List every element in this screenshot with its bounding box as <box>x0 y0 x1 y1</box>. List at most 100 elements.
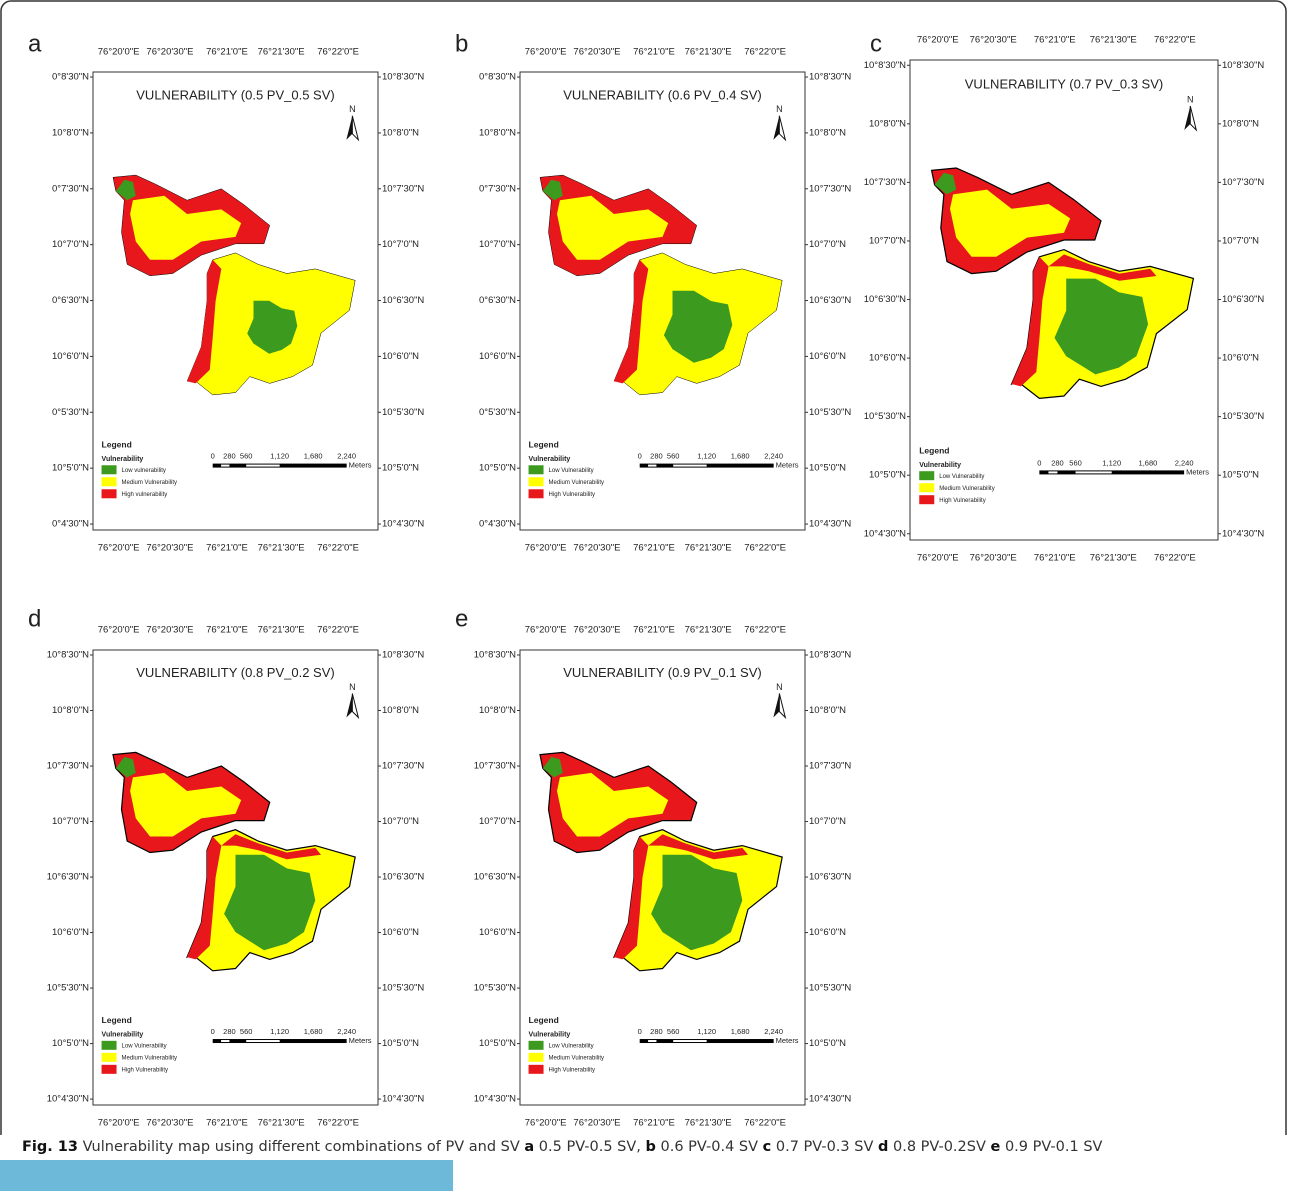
right-coordinate: 10°4'30"N <box>809 519 851 530</box>
left-coordinate: 10°6'0"N <box>869 353 906 364</box>
legend-swatch <box>102 477 117 486</box>
panel-letter: a <box>28 30 42 57</box>
caption-part-letter: a <box>524 1139 534 1155</box>
left-coordinate: 0°7'30"N <box>479 183 516 194</box>
legend-subtitle: Vulnerability <box>529 1032 571 1039</box>
right-coordinate: 10°5'0"N <box>1222 470 1259 481</box>
scale-label: 0 <box>638 1027 642 1036</box>
scale-label: 560 <box>1069 458 1082 467</box>
north-label: N <box>349 682 356 692</box>
scale-label: 2,240 <box>764 1027 783 1036</box>
top-coordinate: 76°21'0"E <box>206 47 248 58</box>
left-coordinate: 10°7'30"N <box>864 177 906 188</box>
right-coordinate: 10°6'30"N <box>382 872 424 883</box>
top-coordinate: 76°22'0"E <box>744 625 786 636</box>
legend-subtitle: Vulnerability <box>919 462 961 469</box>
bottom-coordinate: 76°20'0"E <box>917 553 959 564</box>
scale-label: 2,240 <box>337 452 356 461</box>
left-coordinate: 10°5'0"N <box>52 463 89 474</box>
left-coordinate: 10°6'0"N <box>479 927 516 938</box>
right-coordinate: 10°5'0"N <box>809 1038 846 1049</box>
right-coordinate: 10°8'0"N <box>382 127 419 138</box>
legend-title: Legend <box>102 440 132 450</box>
top-coordinate: 76°20'0"E <box>98 47 140 58</box>
bottom-coordinate: 76°21'30"E <box>685 1118 732 1129</box>
right-coordinate: 10°8'0"N <box>809 127 846 138</box>
caption-part-letter: e <box>991 1139 1001 1155</box>
left-coordinate: 0°6'30"N <box>479 295 516 306</box>
north-label: N <box>776 682 783 692</box>
figure: a 76°20'0"E 76°20'30"E 76°21'0"E 76°21'30"E 7… <box>0 0 1290 1135</box>
left-coordinate: 0°5'30"N <box>52 407 89 418</box>
right-coordinate: 10°8'30"N <box>1222 60 1264 71</box>
scale-unit: Meters <box>1186 467 1209 476</box>
legend-swatch <box>529 489 544 498</box>
right-coordinate: 10°7'0"N <box>809 239 846 250</box>
bottom-coordinate: 76°20'0"E <box>98 1118 140 1129</box>
scale-label: 1,120 <box>1102 458 1121 467</box>
legend-label: Low vulnerability <box>122 468 166 474</box>
caption-part-text: 0.6 PV-0.4 SV <box>661 1139 759 1155</box>
scale-label: 0 <box>211 452 215 461</box>
bottom-coordinate: 76°21'30"E <box>258 543 305 554</box>
scale-bar-segment <box>1048 471 1057 473</box>
bottom-coordinate: 76°20'30"E <box>573 1118 620 1129</box>
panel-letter: c <box>870 30 882 57</box>
scale-label: 2,240 <box>337 1027 356 1036</box>
top-coordinate: 76°22'0"E <box>317 625 359 636</box>
legend-label: Medium Vulnerability <box>939 486 994 492</box>
scale-label: 0 <box>211 1027 215 1036</box>
legend-label: Low Vulnerability <box>939 474 984 480</box>
bottom-coordinate: 76°20'30"E <box>970 553 1017 564</box>
bottom-coordinate: 76°20'30"E <box>146 543 193 554</box>
north-label: N <box>776 104 783 114</box>
left-coordinate: 10°4'30"N <box>47 1094 89 1105</box>
caption-label: Fig. 13 <box>22 1139 78 1155</box>
legend-swatch <box>529 1053 544 1062</box>
right-coordinate: 10°8'0"N <box>382 705 419 716</box>
left-coordinate: 10°6'30"N <box>474 872 516 883</box>
panel-letter: b <box>455 30 468 57</box>
scale-bar <box>640 1039 774 1043</box>
right-coordinate: 10°5'30"N <box>809 407 851 418</box>
left-coordinate: 0°8'30"N <box>52 72 89 83</box>
scale-label: 280 <box>223 452 236 461</box>
scale-label: 1,680 <box>731 1027 750 1036</box>
left-coordinate: 10°6'0"N <box>52 927 89 938</box>
top-coordinate: 76°20'0"E <box>525 625 567 636</box>
legend-swatch <box>529 1041 544 1050</box>
legend-label: Low Vulnerability <box>122 1043 167 1049</box>
scale-label: 560 <box>240 1027 253 1036</box>
right-coordinate: 10°6'30"N <box>382 295 424 306</box>
legend-subtitle: Vulnerability <box>102 456 144 463</box>
top-coordinate: 76°21'0"E <box>633 47 675 58</box>
scale-bar-segment <box>246 1040 279 1042</box>
bottom-coordinate: 76°22'0"E <box>1154 553 1196 564</box>
legend-swatch <box>102 1053 117 1062</box>
top-coordinate: 76°21'30"E <box>258 625 305 636</box>
scale-bar-segment <box>1076 471 1112 473</box>
bottom-coordinate: 76°21'0"E <box>1034 553 1076 564</box>
left-coordinate: 10°8'0"N <box>52 127 89 138</box>
left-coordinate: 10°7'0"N <box>479 239 516 250</box>
legend-title: Legend <box>102 1015 132 1025</box>
left-coordinate: 0°4'30"N <box>52 519 89 530</box>
caption-part-text: 0.8 PV-0.2SV <box>893 1139 986 1155</box>
left-coordinate: 10°4'30"N <box>864 528 906 539</box>
map-title: VULNERABILITY (0.7 PV_0.3 SV) <box>965 76 1163 91</box>
right-coordinate: 10°7'0"N <box>1222 235 1259 246</box>
left-coordinate: 0°6'30"N <box>52 295 89 306</box>
top-coordinate: 76°21'30"E <box>258 47 305 58</box>
top-coordinate: 76°20'30"E <box>970 35 1017 46</box>
top-coordinate: 76°21'0"E <box>206 625 248 636</box>
left-coordinate: 0°4'30"N <box>479 519 516 530</box>
right-coordinate: 10°7'0"N <box>382 816 419 827</box>
left-coordinate: 0°7'30"N <box>52 183 89 194</box>
highlight-bar <box>0 1160 453 1191</box>
legend-swatch <box>919 483 934 492</box>
left-coordinate: 10°5'30"N <box>47 983 89 994</box>
left-coordinate: 10°8'0"N <box>479 705 516 716</box>
right-coordinate: 10°6'30"N <box>809 872 851 883</box>
right-coordinate: 10°4'30"N <box>382 519 424 530</box>
left-coordinate: 10°5'30"N <box>474 983 516 994</box>
